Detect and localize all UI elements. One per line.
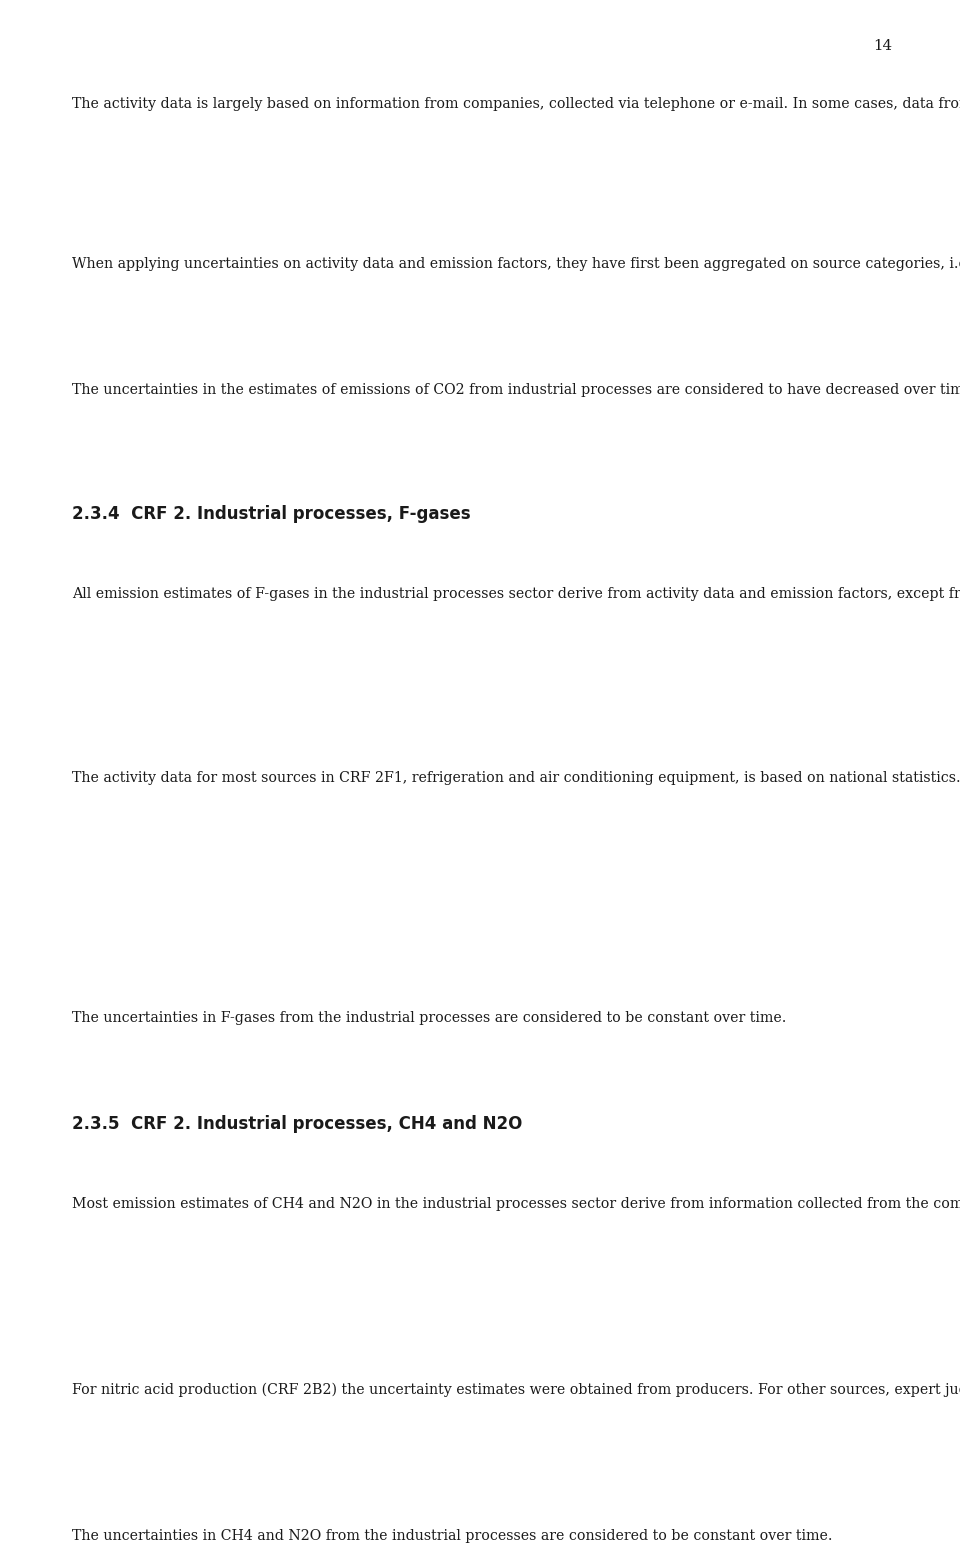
Text: The uncertainties in the estimates of emissions of CO2 from industrial processes: The uncertainties in the estimates of em… [72, 383, 960, 397]
Text: The activity data is largely based on information from companies, collected via : The activity data is largely based on in… [72, 97, 960, 111]
Text: When applying uncertainties on activity data and emission factors, they have fir: When applying uncertainties on activity … [72, 257, 960, 271]
Text: The activity data for most sources in CRF 2F1, refrigeration and air conditionin: The activity data for most sources in CR… [72, 771, 960, 786]
Text: Most emission estimates of CH4 and N2O in the industrial processes sector derive: Most emission estimates of CH4 and N2O i… [72, 1196, 960, 1210]
Text: 2.3.4  CRF 2. Industrial processes, F-gases: 2.3.4 CRF 2. Industrial processes, F-gas… [72, 505, 470, 522]
Text: The uncertainties in F-gases from the industrial processes are considered to be : The uncertainties in F-gases from the in… [72, 1011, 786, 1025]
Text: The uncertainties in CH4 and N2O from the industrial processes are considered to: The uncertainties in CH4 and N2O from th… [72, 1529, 832, 1543]
Text: 2.3.5  CRF 2. Industrial processes, CH4 and N2O: 2.3.5 CRF 2. Industrial processes, CH4 a… [72, 1115, 522, 1132]
Text: 14: 14 [874, 39, 893, 53]
Text: All emission estimates of F-gases in the industrial processes sector derive from: All emission estimates of F-gases in the… [72, 586, 960, 601]
Text: For nitric acid production (CRF 2B2) the uncertainty estimates were obtained fro: For nitric acid production (CRF 2B2) the… [72, 1383, 960, 1397]
